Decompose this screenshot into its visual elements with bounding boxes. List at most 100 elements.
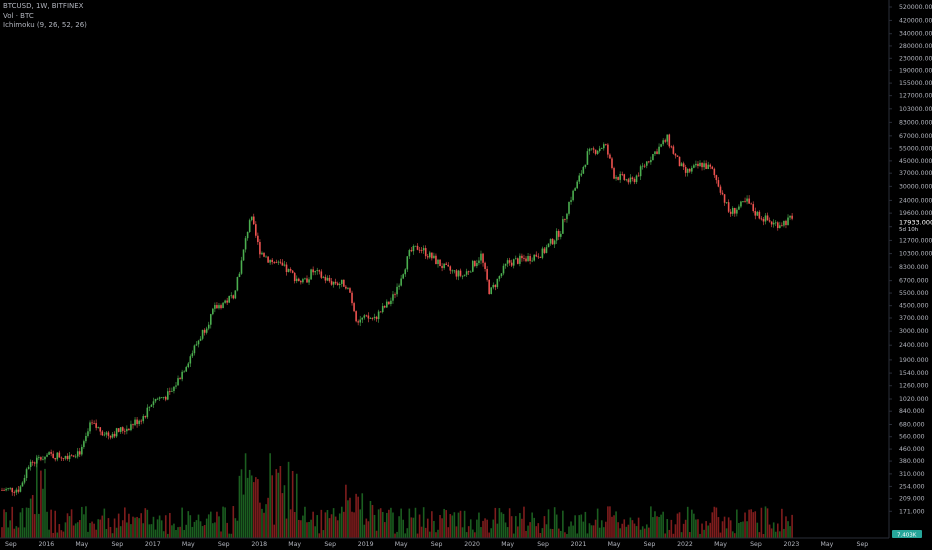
volume-bar <box>478 512 480 538</box>
candle-body <box>361 317 364 320</box>
volume-bar <box>197 514 200 538</box>
volume-bar <box>592 525 595 538</box>
volume-bar <box>514 516 517 538</box>
volume-bar <box>52 532 54 538</box>
time-tick-label: Sep <box>218 541 230 548</box>
volume-bar <box>494 507 497 538</box>
candle-body <box>429 252 431 258</box>
price-tick-label: 280000.000 <box>899 43 932 50</box>
volume-bar <box>7 527 9 538</box>
volume-bar <box>488 532 490 538</box>
volume-bar <box>119 526 122 538</box>
time-tick-label: 2019 <box>358 541 374 548</box>
candle-body <box>779 225 781 229</box>
candle-body <box>715 175 718 181</box>
price-tick-label: 3000.000 <box>899 328 929 335</box>
candle-body <box>95 423 97 428</box>
volume-bar <box>54 510 57 538</box>
volume-bar <box>447 527 450 538</box>
volume-legend[interactable]: Vol · BTC <box>3 11 34 20</box>
time-tick-label: May <box>501 541 514 548</box>
candle-body <box>596 151 599 154</box>
volume-bar <box>686 506 689 538</box>
price-tick-label: 19600.000 <box>899 210 932 217</box>
volume-bar <box>408 508 411 538</box>
price-axis[interactable]: 520000.000 420000.000 340000.000 280000.000… <box>889 4 932 515</box>
candle-body <box>248 220 251 232</box>
candle-body <box>500 273 503 277</box>
volume-bar <box>758 532 761 538</box>
candle-body <box>111 433 114 438</box>
volume-bar <box>124 507 126 538</box>
volume-bar <box>275 469 278 538</box>
volume-bar <box>695 519 697 538</box>
candle-body <box>584 164 587 167</box>
candle-body <box>645 161 648 166</box>
volume-bar <box>209 511 212 538</box>
volume-bar <box>271 475 273 538</box>
candle-body <box>486 268 488 280</box>
volume-bar <box>641 526 644 538</box>
volume-bar <box>619 528 621 538</box>
volume-bar <box>576 533 578 538</box>
time-tick-label: May <box>182 541 195 548</box>
volume-bar <box>300 520 302 538</box>
price-tick-label: 55000.000 <box>899 145 932 152</box>
volume-bar <box>414 507 417 538</box>
candle-body <box>471 260 474 272</box>
volume-bar <box>551 529 554 538</box>
volume-bar <box>670 519 673 538</box>
volume-bar <box>725 528 728 538</box>
candle-body <box>107 432 110 436</box>
volume-bar <box>572 525 574 538</box>
volume-bar <box>226 522 228 538</box>
volume-bar <box>320 509 323 538</box>
candle-body <box>46 454 48 457</box>
candle-body <box>553 240 556 245</box>
candle-body <box>332 281 335 285</box>
indicator-legend[interactable]: Ichimoku (9, 26, 52, 26) <box>3 21 87 29</box>
candle-body <box>381 306 384 313</box>
candle-body <box>158 397 161 399</box>
candle-body <box>598 148 601 152</box>
candle-body <box>602 144 605 149</box>
volume-bar <box>179 526 181 538</box>
candle-body <box>289 269 292 271</box>
candle-body <box>699 162 701 166</box>
volume-bar <box>664 533 667 538</box>
candle-body <box>15 489 18 493</box>
candle-body <box>506 260 509 264</box>
candle-body <box>402 274 404 279</box>
volume-bar <box>600 520 603 538</box>
candle-body <box>566 213 568 220</box>
volume-bar <box>697 519 699 538</box>
candle-body <box>173 386 175 391</box>
candle-body <box>633 179 636 183</box>
price-tick-label: 2400.000 <box>899 342 929 349</box>
candle-body <box>250 216 253 221</box>
candle-body <box>169 391 171 393</box>
candle-body <box>357 321 359 323</box>
candle-body <box>455 270 458 277</box>
candle-body <box>537 256 540 258</box>
candle-body <box>72 455 75 457</box>
candle-body <box>392 294 394 301</box>
time-axis[interactable]: Sep 2016 May Sep 2017 May Sep 2018 May Sep 2019 May… <box>5 541 868 548</box>
symbol-title[interactable]: BTCUSD, 1W, BITFINEX <box>3 2 84 10</box>
candle-body <box>379 311 382 313</box>
candle-body <box>521 255 523 259</box>
volume-bar <box>658 516 660 538</box>
candle-body <box>328 277 331 282</box>
volume-bar <box>334 516 337 538</box>
candle-body <box>394 294 396 296</box>
volume-bar <box>214 522 216 538</box>
candle-body <box>164 396 167 400</box>
volume-bar <box>1 527 3 538</box>
volume-bar <box>113 518 116 538</box>
volume-bar <box>433 520 435 538</box>
volume-bar <box>578 515 581 538</box>
candle-body <box>101 431 104 436</box>
candle-body <box>185 367 188 372</box>
candle-body <box>224 300 226 303</box>
